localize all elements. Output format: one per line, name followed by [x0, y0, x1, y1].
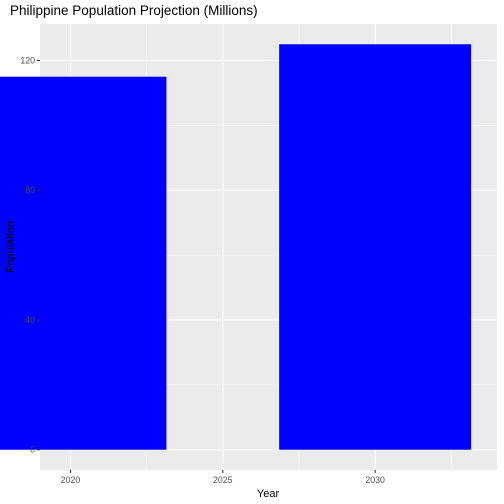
x-tick-label: 2025	[213, 475, 233, 485]
y-tick-label: 120	[20, 55, 35, 65]
y-tick-label: 80	[25, 185, 35, 195]
y-tick-label: 40	[25, 315, 35, 325]
y-axis-title: Population	[5, 221, 17, 273]
x-tick-label: 2020	[61, 475, 81, 485]
x-axis: 2020 2025 2030	[61, 470, 385, 485]
bars	[0, 44, 472, 450]
bar-2020	[0, 76, 167, 450]
chart-title: Philippine Population Projection (Millio…	[10, 3, 258, 18]
y-tick-label: 0	[30, 445, 35, 455]
y-axis: 0 40 80 120	[20, 55, 40, 455]
bar-2030	[279, 44, 472, 450]
x-axis-title: Year	[257, 488, 280, 500]
x-tick-label: 2030	[365, 475, 385, 485]
